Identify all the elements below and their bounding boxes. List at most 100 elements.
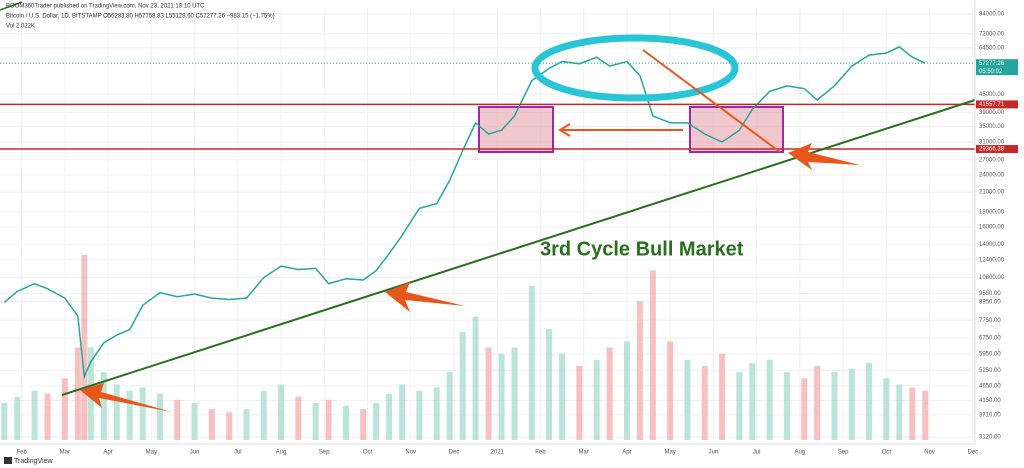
volume-bar: [174, 399, 181, 440]
volume-bar: [325, 399, 332, 440]
x-tick-label: Jul: [234, 450, 242, 456]
volume-bar: [459, 332, 466, 440]
x-tick-label: Mar: [60, 450, 70, 456]
y-tick-label: 21000.00: [979, 190, 1005, 196]
y-tick-label: 14000.00: [979, 242, 1005, 248]
arrow: [80, 383, 172, 412]
y-tick-label: 5950.00: [979, 352, 1001, 358]
y-tick-label: 10800.00: [979, 275, 1005, 281]
volume-bar: [701, 365, 708, 440]
x-tick-label: Sep: [838, 450, 849, 456]
volume-bar: [139, 387, 146, 440]
volume-bar: [814, 365, 821, 440]
volume-bar: [719, 353, 726, 440]
volume-bar: [243, 409, 250, 440]
volume-bar: [74, 347, 81, 440]
x-tick-label: Mar: [579, 450, 589, 456]
volume-bar: [416, 390, 423, 440]
highlight-circle: [531, 34, 739, 102]
level-label: 29366.38: [979, 147, 1005, 153]
x-tick-label: Dec: [968, 450, 979, 456]
volume-bar: [342, 406, 349, 440]
x-tick-label: Aug: [795, 450, 806, 456]
volume-bar: [433, 387, 440, 440]
price-line: [3, 46, 926, 380]
volume-bar: [446, 372, 453, 440]
volume-bar: [606, 347, 613, 440]
level-tag: [976, 100, 1018, 109]
y-tick-label: 31000.00: [979, 140, 1005, 146]
y-tick-label: 12400.00: [979, 257, 1005, 263]
drawn-line: [642, 49, 781, 153]
x-tick-label: Dec: [449, 450, 460, 456]
volume-bar: [576, 365, 583, 440]
y-tick-label: 64500.00: [979, 45, 1005, 51]
arrow: [788, 143, 860, 170]
volume-bar: [909, 387, 916, 440]
volume-bar: [736, 372, 743, 440]
y-tick-label: 39000.00: [979, 110, 1005, 116]
volume: [1, 254, 929, 440]
y-axis: 84000.00 72000.00 64500.00 45000.00 39000.00…: [16, 0, 1024, 468]
volume-bar: [386, 393, 393, 440]
volume-bar: [922, 390, 929, 440]
volume-bar: [866, 362, 873, 440]
volume-bar: [546, 328, 553, 440]
volume-bar: [559, 353, 566, 440]
y-tick-label: 8950.00: [979, 299, 1001, 305]
y-tick-label: 4150.00: [979, 398, 1001, 404]
volume-bar: [636, 301, 643, 440]
volume-bar: [485, 347, 492, 440]
y-tick-label: 27000.00: [979, 157, 1005, 163]
x-tick-label: Jun: [190, 450, 200, 456]
x-tick-label: Feb: [535, 450, 546, 456]
x-tick-label: May: [665, 450, 676, 456]
x-tick-label: Oct: [363, 450, 373, 456]
volume-bar: [783, 372, 790, 440]
volume-bar: [684, 359, 691, 440]
y-tick-label: 9550.00: [979, 291, 1001, 297]
volume-bar: [1, 402, 8, 440]
volume-bar: [208, 409, 215, 440]
volume-bar: [667, 341, 674, 440]
trend-line: [61, 99, 976, 396]
range-box: [689, 106, 784, 153]
y-tick-label: 3120.00: [979, 435, 1001, 441]
volume-bar: [191, 402, 198, 440]
last-price-label: 57277.26: [979, 61, 1005, 67]
volume-bar: [848, 369, 855, 440]
volume-bar: [883, 378, 890, 440]
y-tick-label: 72000.00: [979, 31, 1005, 37]
volume-bar: [593, 359, 600, 440]
volume-bar: [896, 384, 903, 440]
level-tag: [976, 145, 1018, 154]
y-tick-label: 24000.00: [979, 173, 1005, 179]
y-tick-label: 45000.00: [979, 92, 1005, 98]
volume-bar: [278, 384, 285, 440]
y-tick-label: 84000.00: [979, 12, 1005, 18]
x-tick-label: Sep: [319, 450, 330, 456]
x-tick-label: Oct: [882, 450, 892, 456]
y-tick-label: 16000.00: [979, 225, 1005, 231]
volume-bar: [831, 372, 838, 440]
volume-bar: [295, 396, 302, 440]
x-tick-label: Apr: [622, 450, 631, 456]
y-tick-label: 6750.00: [979, 336, 1001, 342]
volume-bar: [766, 359, 773, 440]
x-tick-label: Jul: [753, 450, 761, 456]
volume-bar: [113, 384, 120, 440]
axis-panel: [975, 0, 1024, 468]
x-tick-label: May: [146, 450, 157, 456]
countdown: 05:50:02: [979, 69, 1003, 75]
y-tick-label: 35000.00: [979, 124, 1005, 130]
volume-bar: [31, 390, 38, 440]
level-label: 41557.71: [979, 102, 1005, 108]
volume-bar: [511, 347, 518, 440]
x-tick-label: Feb: [16, 450, 27, 456]
volume-bar: [649, 270, 656, 440]
x-tick-label: Apr: [103, 450, 112, 456]
volume-info: Vol 2.022K: [6, 24, 35, 30]
header-mark: [0, 1, 23, 11]
volume-bar: [226, 412, 233, 440]
